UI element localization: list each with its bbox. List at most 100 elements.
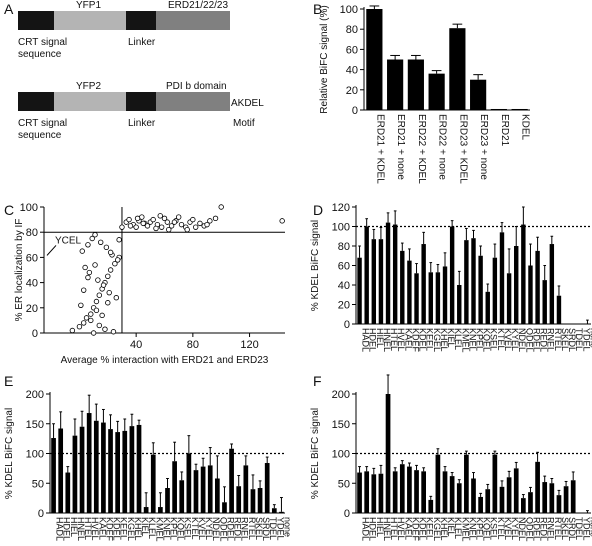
chart-f-category-label: KHEL [439, 517, 449, 541]
chart-f-bar [528, 492, 533, 513]
construct-1: YFP1 ERD21/22/23 CRT signal sequence Lin… [18, 0, 230, 60]
chart-f-category-label: KTEL [496, 517, 506, 540]
panel-letter-c: C [4, 202, 14, 218]
chart-d-category-label: SRDL [567, 328, 577, 352]
chart-c-point [86, 269, 93, 276]
chart-c-point [116, 237, 122, 243]
chart-d-category-label: KVEL [503, 328, 513, 351]
chart-c-point [192, 224, 199, 230]
chart-c-point [112, 261, 118, 267]
chart-c-point [190, 216, 196, 223]
chart-c-point [88, 311, 94, 317]
chart-b-y-tick-label: 20 [346, 85, 358, 97]
chart-f-y-tick-label: 100 [332, 449, 350, 461]
chart-e-bar [158, 507, 163, 513]
chart-e-bar [108, 429, 113, 513]
chart-c-point [164, 219, 171, 225]
chart-f-bar [506, 477, 512, 513]
chart-d-bar [428, 272, 433, 324]
chart-c-x-tick-label: 40 [130, 339, 142, 351]
chart-c: 0 20 40 60 80 100 40 80 120 YCEL % ER localization… [14, 202, 285, 366]
chart-f-category-label: KLEL [453, 517, 463, 539]
panel-letter-d: D [313, 202, 323, 218]
chart-d-category-label: HTEL [389, 328, 399, 351]
chart-d-category-label: KHEL [439, 328, 449, 352]
construct-1-linker-segment [126, 11, 156, 30]
panel-a-diagram: YFP1 ERD21/22/23 CRT signal sequence Lin… [18, 0, 264, 141]
chart-c-point [103, 244, 110, 251]
chart-d-category-label: KGEL [432, 328, 442, 352]
chart-c-y-tick-label: 20 [26, 303, 38, 315]
chart-f-category-label: QDEL [524, 517, 534, 542]
chart-c-point [90, 330, 97, 336]
chart-d-category-label: RDEL [531, 328, 541, 352]
chart-c-point [158, 224, 165, 230]
chart-c-point [100, 282, 107, 288]
chart-c-point [93, 298, 100, 305]
chart-c-point [80, 287, 87, 293]
chart-f-category-label: KGEL [432, 517, 442, 541]
chart-e-bar [279, 511, 284, 513]
chart-c-point [76, 324, 83, 330]
chart-f-category-label: KSEL [489, 517, 499, 540]
panel-letter-b: B [313, 1, 322, 17]
chart-e-category-label: KSEL [183, 517, 193, 540]
construct-2-pdi-segment [156, 92, 230, 111]
chart-f-y-axis-label: % KDEL BiFC signal [310, 408, 321, 499]
chart-f-category-label: KAEL [403, 517, 413, 540]
chart-e-category-label: KVEL [197, 517, 207, 540]
chart-c-point [92, 232, 98, 238]
chart-d-bar [364, 226, 369, 324]
chart-f-bar [435, 454, 441, 513]
chart-d-bar [421, 244, 426, 324]
construct-1-yfp-label: YFP1 [76, 0, 101, 11]
chart-e-category-label: KQEL [176, 517, 186, 541]
chart-c-point [157, 213, 163, 219]
chart-d-y-tick-label: 80 [338, 241, 350, 253]
chart-f-y-tick-label: 150 [332, 419, 350, 431]
chart-c-x-tick-label: 120 [240, 339, 258, 351]
chart-e-bar [115, 432, 121, 513]
chart-c-point [79, 248, 85, 254]
chart-e-category-label: KDEL [112, 517, 122, 541]
construct-2-yfp-label: YFP2 [76, 81, 101, 92]
chart-c-point [95, 277, 101, 283]
chart-e-bar [236, 486, 242, 513]
chart-e-category-label: HADL [55, 517, 65, 541]
chart-c-point [150, 216, 156, 223]
chart-e-bar [257, 488, 263, 513]
chart-d-category-label: REDL [539, 328, 549, 352]
chart-c-point [88, 317, 94, 324]
chart-e-category-label: QDEL [218, 517, 228, 542]
panel-letter-f: F [313, 373, 322, 389]
chart-e-bar [129, 426, 135, 513]
chart-f-bar [471, 478, 476, 513]
chart-e-bar [58, 428, 64, 513]
chart-d-bar [478, 255, 483, 324]
chart-f-bar [485, 489, 491, 513]
chart-b-bar [490, 108, 507, 110]
chart-b-bar [428, 73, 445, 110]
chart-f-bar [392, 471, 398, 513]
chart-f-y-tick-label: 50 [338, 478, 350, 490]
chart-c-point [105, 300, 111, 306]
construct-1-signal-segment [18, 11, 54, 30]
chart-d-y-axis-label: % KDEL BiFC signal [310, 220, 321, 311]
chart-c-point [93, 307, 100, 314]
chart-b-category-label: ERD23 + none [478, 114, 489, 180]
chart-b: 0 20 40 60 80 100 Relative BiFC signal (%) ERD2… [319, 4, 531, 184]
chart-b-category-label: ERD22 + none [437, 114, 448, 180]
chart-e-category-label: KIEL [140, 517, 150, 537]
chart-d-category-label: KQEL [482, 328, 492, 352]
chart-e-bar [143, 507, 149, 513]
chart-c-y-tick-label: 40 [26, 278, 38, 290]
chart-d-y-tick-label: 120 [332, 202, 350, 214]
chart-f-bar [535, 461, 540, 513]
chart-d-category-label: KTEL [496, 328, 506, 351]
chart-d-y-tick-label: 20 [338, 300, 350, 312]
chart-f-bar [407, 466, 412, 513]
chart-d-bar [528, 265, 533, 324]
chart-c-point [133, 224, 139, 230]
chart-d-category-label: RNEL [546, 328, 556, 352]
chart-f-category-label: KPEL [475, 517, 485, 540]
